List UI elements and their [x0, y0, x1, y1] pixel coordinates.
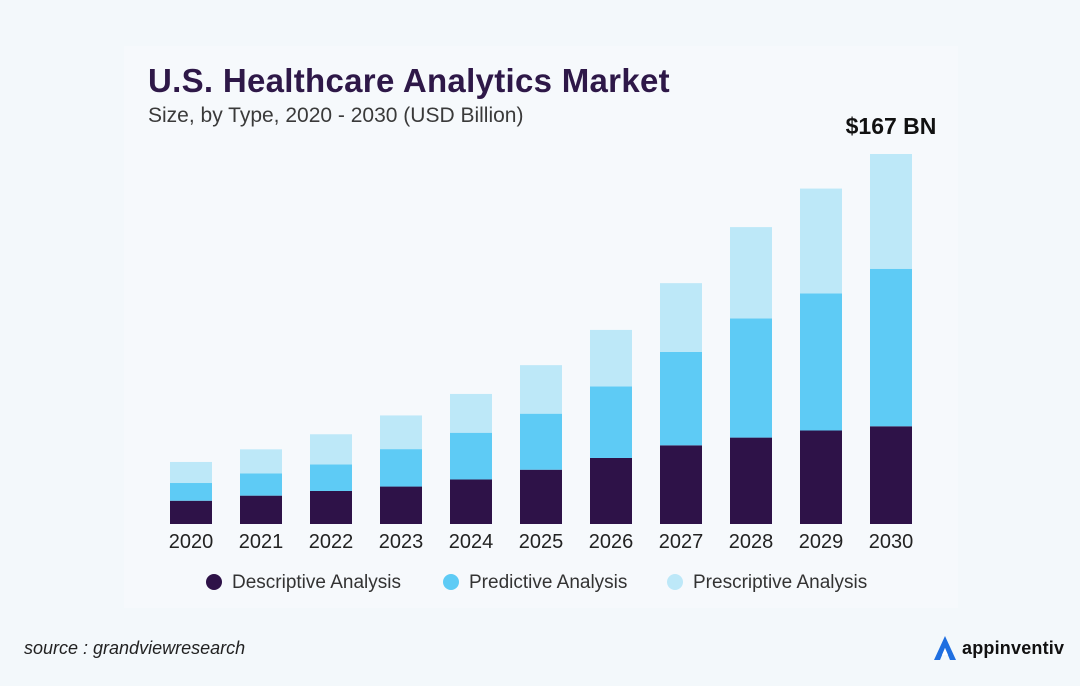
legend-label-prescriptive-analysis: Prescriptive Analysis	[693, 572, 867, 593]
x-tick-label-2025: 2025	[519, 531, 564, 553]
bar-prescriptive-analysis-2023	[380, 415, 422, 450]
bar-predictive-analysis-2029	[800, 293, 842, 431]
bar-group	[170, 154, 912, 524]
x-tick-label-2026: 2026	[589, 531, 634, 553]
x-tick-label-2029: 2029	[799, 531, 844, 553]
x-tick-label-2022: 2022	[309, 531, 354, 553]
bar-descriptive-analysis-2026	[590, 457, 632, 524]
bar-predictive-analysis-2020	[170, 483, 212, 501]
bar-descriptive-analysis-2027	[660, 445, 702, 524]
annotation-group: $167 BN	[846, 113, 937, 139]
chart-subtitle: Size, by Type, 2020 - 2030 (USD Billion)	[148, 104, 524, 127]
bar-predictive-analysis-2027	[660, 351, 702, 446]
x-tick-label-2027: 2027	[659, 531, 704, 553]
bar-descriptive-analysis-2021	[240, 495, 282, 524]
bar-prescriptive-analysis-2020	[170, 461, 212, 484]
bar-descriptive-analysis-2025	[520, 469, 562, 524]
appinventiv-logo-icon	[934, 636, 956, 660]
legend-label-predictive-analysis: Predictive Analysis	[469, 572, 627, 593]
legend-swatch-prescriptive-analysis	[667, 574, 683, 590]
bar-prescriptive-analysis-2021	[240, 449, 282, 474]
x-axis-labels: 2020 2021 2022 2023 2024 2025 2026 2027 2028 2029…	[169, 531, 914, 553]
bar-predictive-analysis-2021	[240, 473, 282, 496]
legend-label-descriptive-analysis: Descriptive Analysis	[232, 572, 401, 593]
bar-predictive-analysis-2024	[450, 432, 492, 480]
total-annotation-2030: $167 BN	[846, 113, 937, 139]
legend-swatch-descriptive-analysis	[206, 574, 222, 590]
bar-prescriptive-analysis-2030	[870, 154, 912, 269]
bar-descriptive-analysis-2024	[450, 479, 492, 524]
x-tick-label-2020: 2020	[169, 531, 214, 553]
bar-predictive-analysis-2030	[870, 268, 912, 427]
bar-predictive-analysis-2026	[590, 386, 632, 458]
bar-prescriptive-analysis-2024	[450, 393, 492, 433]
bar-prescriptive-analysis-2028	[730, 227, 772, 319]
x-tick-label-2028: 2028	[729, 531, 774, 553]
bar-prescriptive-analysis-2026	[590, 329, 632, 387]
x-tick-label-2024: 2024	[449, 531, 494, 553]
legend: Descriptive Analysis Predictive Analysis P…	[206, 572, 867, 593]
bar-predictive-analysis-2023	[380, 449, 422, 487]
bar-descriptive-analysis-2030	[870, 426, 912, 524]
bar-predictive-analysis-2028	[730, 318, 772, 438]
bar-descriptive-analysis-2022	[310, 490, 352, 524]
brand-logo: appinventiv	[932, 632, 1064, 664]
x-tick-label-2021: 2021	[239, 531, 284, 553]
bar-descriptive-analysis-2029	[800, 430, 842, 524]
bar-descriptive-analysis-2020	[170, 500, 212, 524]
bar-prescriptive-analysis-2029	[800, 188, 842, 294]
x-tick-label-2030: 2030	[869, 531, 914, 553]
chart-title: U.S. Healthcare Analytics Market	[148, 62, 670, 99]
legend-swatch-predictive-analysis	[443, 574, 459, 590]
bar-predictive-analysis-2025	[520, 413, 562, 470]
bar-descriptive-analysis-2023	[380, 486, 422, 524]
bar-prescriptive-analysis-2022	[310, 434, 352, 465]
bar-descriptive-analysis-2028	[730, 437, 772, 524]
source-note: source : grandviewresearch	[24, 638, 246, 658]
bar-prescriptive-analysis-2027	[660, 283, 702, 352]
bar-prescriptive-analysis-2025	[520, 365, 562, 414]
brand-name: appinventiv	[962, 637, 1065, 658]
x-tick-label-2023: 2023	[379, 531, 424, 553]
bar-predictive-analysis-2022	[310, 464, 352, 491]
